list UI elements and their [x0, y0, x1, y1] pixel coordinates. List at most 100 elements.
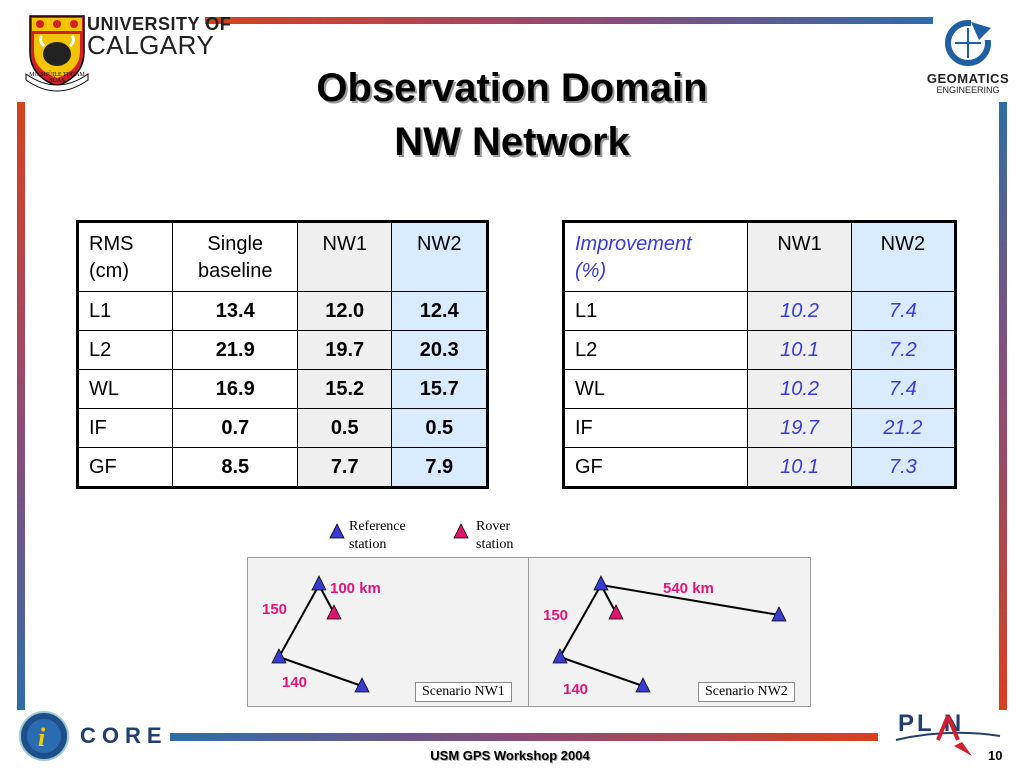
reference-station-icon — [329, 523, 345, 539]
distance-label: 140 — [282, 674, 307, 691]
table-cell: GF — [562, 447, 749, 488]
university-name-line2: CALGARY — [87, 30, 215, 60]
table-cell: IF — [76, 408, 174, 448]
reference-station-icon — [771, 606, 787, 622]
rms-table: RMS (cm) Single baseline NW1 NW2 L1 13.4… — [76, 220, 489, 489]
table-cell: 12.0 — [296, 291, 393, 331]
table-cell: 10.1 — [747, 447, 852, 488]
page-title-line1: Observation Domain — [316, 66, 708, 110]
table-cell: 7.4 — [850, 291, 957, 331]
table-row: L2 10.1 7.2 — [562, 330, 957, 370]
rover-station-icon — [453, 523, 469, 539]
table-cell: 10.2 — [747, 369, 852, 409]
geomatics-globe-icon — [941, 16, 995, 70]
table-header-cell: NW2 — [391, 221, 488, 292]
university-seal-icon: MO SHÙILE TOGAM SÙAS — [22, 10, 92, 94]
table-cell: 0.5 — [296, 408, 393, 448]
left-accent-bar — [17, 102, 25, 710]
reference-station-icon — [311, 575, 327, 591]
table-cell: 7.2 — [850, 330, 957, 370]
core-logo-text: CORE — [80, 723, 168, 748]
right-accent-bar — [999, 102, 1007, 710]
table-cell: IF — [562, 408, 749, 448]
table-row: IF 0.7 0.5 0.5 — [76, 408, 488, 448]
table-cell: 8.5 — [172, 447, 298, 488]
page-number: 10 — [988, 748, 1003, 763]
improvement-table: Improvement (%) NW1 NW2 L1 10.2 7.4 L2 1… — [562, 220, 957, 489]
table-cell: 15.7 — [391, 369, 488, 409]
scenario-nw2-panel: 540 km 150 140 Scenario NW2 — [528, 557, 811, 707]
scenario-nw1-diagram: 100 km 150 140 — [262, 575, 381, 693]
table-header-cell: RMS (cm) — [76, 221, 174, 292]
table-cell: 16.9 — [172, 369, 298, 409]
geomatics-label: GEOMATICS — [926, 71, 1010, 86]
rover-station-icon — [608, 604, 624, 620]
table-header-cell: Improvement (%) — [562, 221, 749, 292]
table-header-cell: NW2 — [850, 221, 957, 292]
table-cell: 7.3 — [850, 447, 957, 488]
footer-workshop-label: USM GPS Workshop 2004 — [430, 748, 590, 763]
table-cell: 10.2 — [747, 291, 852, 331]
scenario-nw2-label: Scenario NW2 — [698, 682, 795, 702]
distance-label: 540 km — [663, 580, 714, 597]
distance-label: 150 — [262, 601, 287, 618]
scenario-nw1-panel: 100 km 150 140 Scenario NW1 — [247, 557, 530, 707]
seal-motto: MO SHÙILE TOGAM SÙAS — [29, 72, 85, 84]
table-row: GF 10.1 7.3 — [562, 447, 957, 488]
table-row: L2 21.9 19.7 20.3 — [76, 330, 488, 370]
table-cell: WL — [562, 369, 749, 409]
table-cell: 13.4 — [172, 291, 298, 331]
table-cell: 0.7 — [172, 408, 298, 448]
top-accent-bar — [205, 17, 933, 24]
table-cell: 21.2 — [850, 408, 957, 448]
table-cell: 20.3 — [391, 330, 488, 370]
table-cell: L2 — [562, 330, 749, 370]
table-cell: WL — [76, 369, 174, 409]
table-cell: 0.5 — [391, 408, 488, 448]
bottom-accent-bar — [170, 733, 878, 741]
engineering-label: ENGINEERING — [936, 85, 1000, 95]
table-cell: 12.4 — [391, 291, 488, 331]
distance-label: 150 — [543, 607, 568, 624]
reference-station-icon — [271, 648, 287, 664]
table-cell: L1 — [562, 291, 749, 331]
table-row: L1 13.4 12.0 12.4 — [76, 291, 488, 331]
table-row: WL 16.9 15.2 15.7 — [76, 369, 488, 409]
table-cell: L2 — [76, 330, 174, 370]
svg-text:i: i — [38, 723, 46, 752]
table-row: WL 10.2 7.4 — [562, 369, 957, 409]
scenario-nw1-label: Scenario NW1 — [415, 682, 512, 702]
table-header-cell: NW1 — [296, 221, 393, 292]
table-row: IF 19.7 21.2 — [562, 408, 957, 448]
rover-station-icon — [326, 604, 342, 620]
table-header-row: RMS (cm) Single baseline NW1 NW2 — [76, 221, 488, 292]
legend-rover-label: Rover station — [476, 519, 514, 552]
scenario-nw2-diagram: 540 km 150 140 — [543, 575, 787, 698]
table-cell: 15.2 — [296, 369, 393, 409]
page-title-line2: NW Network — [394, 120, 630, 164]
distance-label: 140 — [563, 681, 588, 698]
table-cell: 7.7 — [296, 447, 393, 488]
distance-label: 100 km — [330, 580, 381, 597]
table-cell: 7.4 — [850, 369, 957, 409]
table-header-row: Improvement (%) NW1 NW2 — [562, 221, 957, 292]
table-header-cell: Single baseline — [172, 221, 298, 292]
table-cell: 7.9 — [391, 447, 488, 488]
legend-reference-label: Reference station — [349, 519, 406, 552]
core-logo-icon: i — [18, 710, 70, 762]
plan-logo-icon — [895, 715, 1001, 756]
reference-station-icon — [593, 575, 609, 591]
table-row: GF 8.5 7.7 7.9 — [76, 447, 488, 488]
table-cell: L1 — [76, 291, 174, 331]
table-cell: 19.7 — [296, 330, 393, 370]
reference-station-icon — [635, 677, 651, 693]
reference-station-icon — [552, 648, 568, 664]
table-header-cell: NW1 — [747, 221, 852, 292]
table-cell: 10.1 — [747, 330, 852, 370]
reference-station-icon — [354, 677, 370, 693]
table-cell: 19.7 — [747, 408, 852, 448]
table-row: L1 10.2 7.4 — [562, 291, 957, 331]
table-cell: 21.9 — [172, 330, 298, 370]
table-cell: GF — [76, 447, 174, 488]
university-name-line1: UNIVERSITY OF — [87, 14, 232, 34]
